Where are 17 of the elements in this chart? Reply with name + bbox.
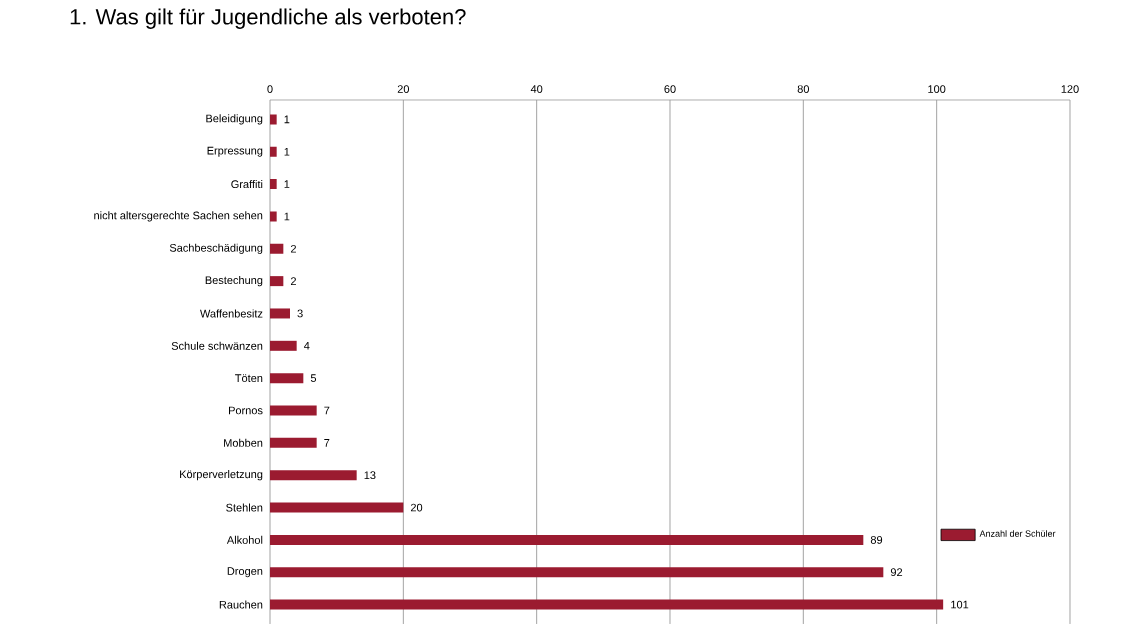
bar [270,146,277,157]
bar [270,534,864,545]
bar [270,340,297,351]
bar [270,502,404,513]
bar [270,211,277,222]
bar [270,276,284,287]
chart-title: 1. Was gilt für Jugendliche als verboten? [70,8,466,29]
bar [270,308,291,319]
bar [270,470,357,481]
bar [270,599,944,610]
bar [270,405,317,416]
bar [270,373,304,384]
bar [270,179,277,190]
bar [270,567,884,578]
bar [270,437,317,448]
bar [270,114,277,125]
bar [270,243,284,254]
